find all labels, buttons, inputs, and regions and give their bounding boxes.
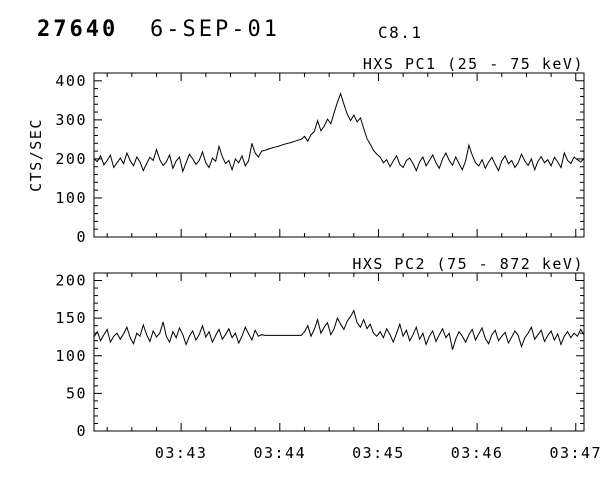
- y-tick-label: 0: [76, 422, 87, 440]
- panel-title-1: HXS PC1 (25 - 75 keV): [363, 55, 584, 73]
- x-tick-label: 03:47: [549, 444, 600, 462]
- y-tick-label: 0: [76, 228, 87, 246]
- series-line-hxs-pc1: [93, 92, 585, 174]
- y-tick-label: 100: [55, 189, 87, 207]
- x-tick-label: 03:46: [451, 444, 504, 462]
- y-tick-label: 100: [55, 347, 87, 365]
- x-tick-label: 03:44: [253, 444, 306, 462]
- panel-title-2: HXS PC2 (75 - 872 keV): [352, 255, 584, 273]
- y-axis-label: CTS/SEC: [27, 118, 45, 192]
- x-tick-label: 03:45: [352, 444, 405, 462]
- y-tick-label: 50: [66, 384, 87, 402]
- event-id: 27640: [37, 17, 119, 42]
- panel-frame-1: [93, 72, 585, 238]
- y-tick-label: 400: [55, 72, 87, 90]
- y-tick-label: 150: [55, 309, 87, 327]
- panel-frame-2: [93, 272, 585, 432]
- goes-class-label: C8.1: [378, 23, 423, 42]
- series-line-hxs-pc2: [93, 309, 585, 350]
- y-tick-label: 300: [55, 111, 87, 129]
- y-tick-label: 200: [55, 272, 87, 290]
- event-date: 6-SEP-01: [150, 17, 280, 42]
- x-tick-label: 03:43: [155, 444, 208, 462]
- y-tick-label: 200: [55, 150, 87, 168]
